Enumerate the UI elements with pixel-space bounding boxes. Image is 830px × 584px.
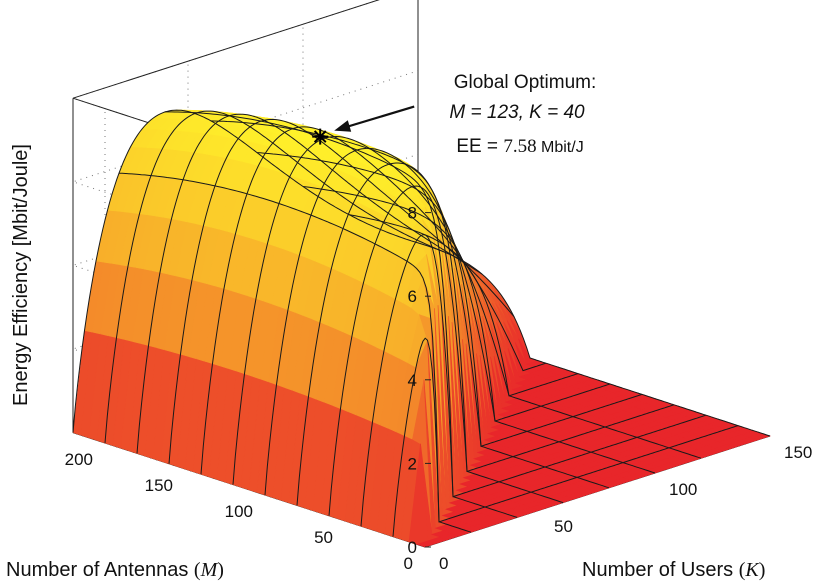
optimum-marker [312, 128, 329, 145]
mesh-line-m [264, 147, 611, 496]
z-tick-label: 0 [408, 538, 417, 557]
x-tick-label: 150 [145, 476, 173, 495]
surface-mesh [72, 109, 771, 537]
x-tick-label: 0 [404, 554, 413, 573]
z-tick-label: 2 [408, 454, 417, 473]
mesh-line-m [72, 109, 419, 433]
mesh-line-m [232, 135, 579, 485]
annotation-ee-prefix: EE = [456, 136, 503, 157]
z-tick-label: 6 [408, 287, 417, 306]
mesh-line-k [165, 111, 518, 518]
mesh-line-m [168, 118, 515, 464]
annotation-arrow [345, 105, 415, 129]
annotation-title: Global Optimum: [454, 72, 597, 93]
mesh-line-m [328, 185, 675, 516]
z-tick-label: 8 [408, 204, 417, 223]
optimum-star-stroke [313, 130, 327, 143]
y-tick-label: 0 [439, 554, 448, 573]
x-tick-label: 200 [65, 450, 93, 469]
x-tick-label: 50 [314, 528, 333, 547]
y-tick-label: 50 [554, 517, 573, 536]
annotation-arrowhead [334, 120, 352, 132]
y-tick-label: 150 [784, 443, 812, 462]
mesh-line-k [210, 120, 564, 504]
annotation-params: M = 123, K = 40 [449, 102, 585, 123]
mesh-line-m [360, 234, 707, 527]
mesh-line-m [136, 113, 483, 454]
z-axis-label: Energy Efficiency [Mbit/Joule] [10, 144, 32, 406]
annotation-ee-value: 7.58 [503, 136, 536, 157]
annotation-ee: EE = 7.58 Mbit/J [456, 136, 583, 157]
mesh-line-k [118, 172, 472, 533]
mesh-line-k [348, 214, 702, 459]
mesh-line-m [392, 337, 739, 537]
mesh-line-m [104, 110, 451, 444]
y-tick-label: 100 [669, 480, 697, 499]
y-axis-label: Number of Users (K) [582, 559, 765, 581]
tick-labels: 0 2 4 6 8 0 50 100 150 200 0 50 100 150 [65, 204, 813, 573]
x-axis-label: Number of Antennas (M) [6, 559, 224, 581]
mesh-line-m [296, 162, 643, 506]
mesh-line-m [200, 126, 547, 475]
x-tick-label: 100 [225, 502, 253, 521]
annotation-ee-unit: Mbit/J [537, 139, 584, 156]
z-tick-label: 4 [408, 371, 417, 390]
mesh-line-k [302, 186, 656, 474]
box-edge [72, 0, 380, 99]
mesh-line-k [417, 242, 771, 437]
